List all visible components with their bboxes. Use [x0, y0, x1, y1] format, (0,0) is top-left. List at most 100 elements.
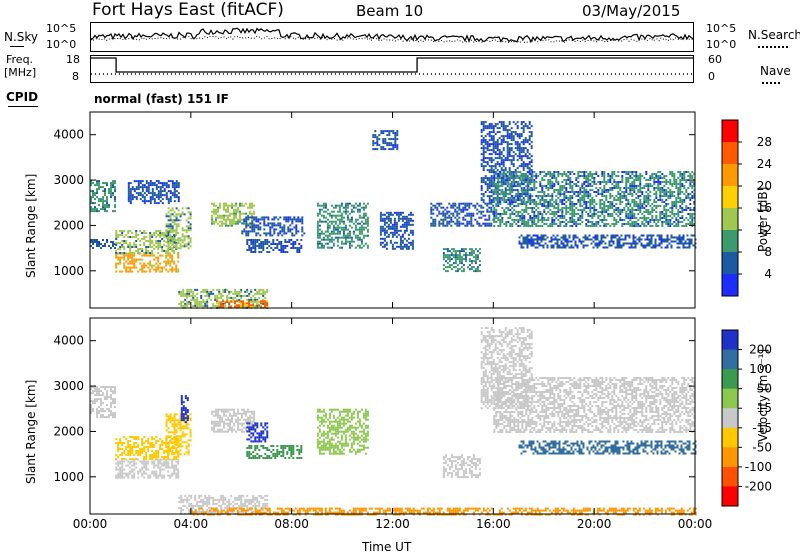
velocity-cb-tick-label-7: -200 [745, 479, 772, 493]
power-region-16 [480, 121, 533, 204]
velocity-cb-tick-label-3: 15 [757, 401, 772, 415]
power-colorbar-cell-0 [722, 120, 738, 143]
nave-label: Nave [760, 64, 791, 78]
cpid-value: normal (fast) 151 IF [94, 92, 229, 106]
velocity-cb-tick-label-0: 200 [749, 343, 772, 357]
velocity-region-5 [190, 507, 697, 516]
freq-label-2: [MHz] [4, 66, 37, 79]
power-region-5 [127, 180, 180, 205]
noise-search-label: N.Search [748, 28, 800, 42]
power-cb-tick-label-1: 24 [757, 157, 772, 171]
power-cb-tick-label-3: 16 [757, 201, 772, 215]
velocity-xtick-label-4: 16:00 [476, 517, 511, 531]
noise-left-tick-top: 10^5 [46, 22, 77, 35]
velocity-region-10 [316, 408, 369, 455]
power-region-6 [178, 288, 269, 309]
power-colorbar-cell-3 [722, 186, 738, 209]
velocity-ytick-label-0: 1000 [53, 470, 84, 484]
velocity-xtick-label-5: 20:00 [577, 517, 612, 531]
velocity-colorbar-label: Velocity [m s⁻¹] [756, 348, 770, 442]
cpid-label: CPID [6, 90, 39, 104]
velocity-region-11 [442, 454, 481, 479]
velocity-region-2 [115, 436, 180, 460]
freq-panel [90, 55, 694, 83]
power-region-1 [90, 239, 116, 249]
noise-right-tick-bottom: 10^0 [706, 38, 737, 51]
power-cb-tick-label-5: 8 [764, 245, 772, 259]
velocity-cb-tick-label-5: -50 [752, 440, 772, 454]
velocity-region-9 [246, 445, 303, 459]
power-region-3 [115, 230, 180, 254]
velocity-colorbar-cell-2 [722, 369, 738, 390]
power-region-4 [165, 207, 192, 250]
power-ytick-label-0: 1000 [53, 264, 84, 278]
velocity-colorbar-cell-3 [722, 388, 738, 409]
freq-left-tick-bottom: 8 [72, 70, 79, 83]
velocity-region-14 [518, 440, 697, 455]
noise-sky-legend-line [10, 46, 24, 47]
velocity-region-1 [115, 458, 180, 479]
velocity-xtick-label-6: 00:00 [678, 517, 713, 531]
time-xlabel: Time UT [362, 540, 412, 554]
noise-left-tick-bottom: 10^0 [46, 38, 77, 51]
freq-right-tick-bottom: 0 [708, 70, 715, 83]
velocity-ylabel: Slant Range [km] [24, 379, 38, 484]
freq-label-1: Freq. [6, 53, 34, 66]
power-colorbar-label: Power [dB] [756, 186, 770, 252]
station-title: Fort Hays East (fitACF) [92, 0, 284, 20]
velocity-region-6 [180, 395, 189, 424]
power-colorbar-cell-5 [722, 230, 738, 253]
velocity-colorbar-cell-4 [722, 408, 738, 429]
power-region-11 [316, 202, 369, 249]
power-region-17 [493, 171, 696, 227]
velocity-xtick-label-2: 08:00 [274, 517, 309, 531]
power-region-12 [379, 211, 414, 250]
power-region-0 [90, 180, 116, 213]
velocity-cb-tick-label-2: 50 [757, 382, 772, 396]
velocity-colorbar-cell-8 [722, 486, 738, 507]
noise-sky-label: N.Sky [4, 30, 39, 44]
power-cb-tick-label-0: 28 [757, 135, 772, 149]
velocity-colorbar-cell-7 [722, 466, 738, 487]
noise-sky-trace [90, 27, 694, 43]
noise-panel [90, 22, 694, 52]
velocity-colorbar-cell-0 [722, 330, 738, 351]
power-colorbar-cell-2 [722, 164, 738, 187]
velocity-cb-tick-label-1: 100 [749, 362, 772, 376]
velocity-xtick-label-3: 12:00 [375, 517, 410, 531]
power-region-15 [430, 202, 495, 227]
power-region-13 [372, 130, 399, 151]
velocity-region-0 [90, 386, 116, 419]
velocity-ytick-label-3: 4000 [53, 334, 84, 348]
velocity-colorbar-cell-5 [722, 427, 738, 448]
freq-left-tick-top: 18 [66, 53, 80, 66]
date-title: 03/May/2015 [582, 2, 681, 20]
power-ytick-label-1: 2000 [53, 218, 84, 232]
velocity-colorbar-cell-6 [722, 447, 738, 468]
velocity-colorbar-cell-1 [722, 349, 738, 370]
power-region-18 [518, 234, 697, 249]
beam-title: Beam 10 [356, 2, 424, 20]
power-colorbar-cell-7 [722, 274, 738, 297]
velocity-xtick-label-1: 04:00 [174, 517, 209, 531]
velocity-ytick-label-1: 2000 [53, 424, 84, 438]
velocity-colorbar-border [721, 329, 739, 507]
power-colorbar-cell-6 [722, 252, 738, 275]
power-region-9 [241, 216, 306, 237]
velocity-xtick-label-0: 00:00 [73, 517, 108, 531]
frequency-trace [91, 57, 693, 73]
power-region-10 [246, 239, 303, 253]
power-ylabel: Slant Range [km] [24, 173, 38, 278]
velocity-region-8 [246, 422, 269, 443]
velocity-cb-tick-label-6: -100 [745, 460, 772, 474]
noise-search-trace [90, 35, 694, 44]
power-cb-tick-label-6: 4 [764, 267, 772, 281]
nave-legend-line [762, 82, 780, 84]
power-region-14 [442, 248, 481, 273]
cpid-legend-line [8, 106, 38, 107]
power-region-7 [216, 300, 268, 309]
power-colorbar-cell-4 [722, 208, 738, 231]
power-ytick-label-3: 4000 [53, 128, 84, 142]
power-cb-tick-label-2: 20 [757, 179, 772, 193]
